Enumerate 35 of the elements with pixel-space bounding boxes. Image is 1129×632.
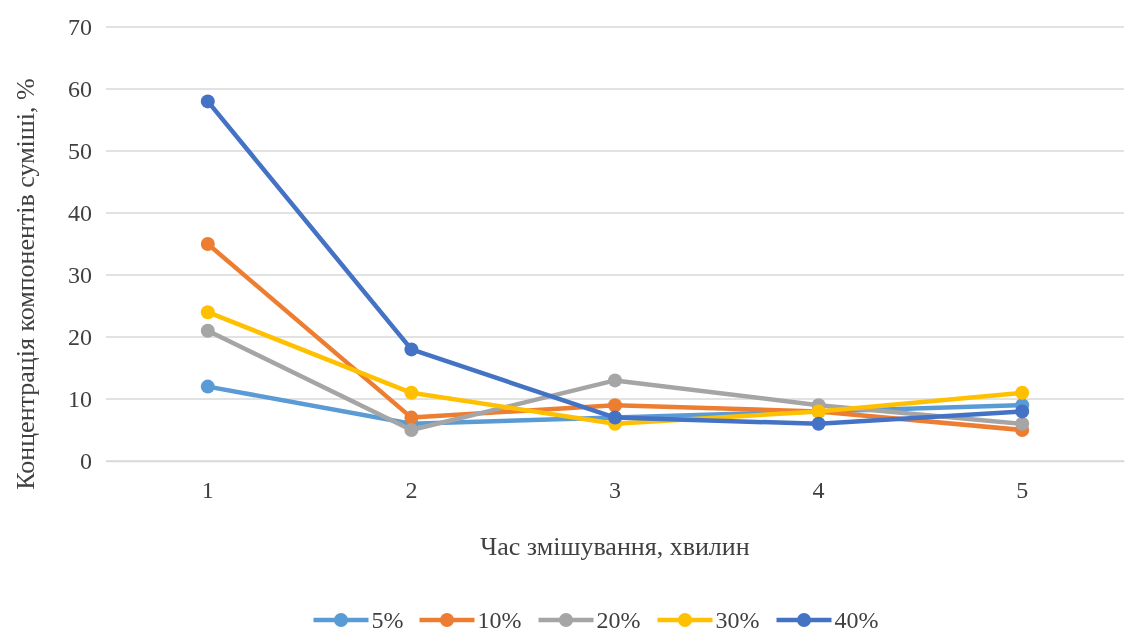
legend-label: 30% xyxy=(715,607,760,632)
point xyxy=(404,385,419,400)
y-tick-label: 30 xyxy=(68,262,92,289)
y-tick-label: 70 xyxy=(68,14,92,41)
legend-label: 40% xyxy=(834,607,879,632)
y-tick-label: 40 xyxy=(68,200,92,227)
x-tick-label: 3 xyxy=(609,477,621,504)
point xyxy=(200,237,215,251)
point xyxy=(404,342,419,357)
point xyxy=(404,410,419,425)
point xyxy=(200,323,215,338)
legend-label: 10% xyxy=(477,607,522,632)
point xyxy=(200,379,215,394)
x-tick-label: 4 xyxy=(812,477,825,504)
y-tick-label: 50 xyxy=(68,138,92,165)
point xyxy=(404,423,419,437)
point xyxy=(1015,385,1030,400)
point xyxy=(1015,404,1030,419)
y-tick-label: 10 xyxy=(68,386,92,413)
x-tick-label: 1 xyxy=(201,477,214,504)
y-axis-title: Концентрація компонентів суміші, % xyxy=(11,78,40,490)
x-tick-label: 5 xyxy=(1016,477,1029,504)
y-tick-label: 20 xyxy=(68,324,92,351)
x-tick-label: 2 xyxy=(405,477,418,504)
point xyxy=(608,373,622,388)
legend-label: 20% xyxy=(596,607,641,632)
y-tick-label: 60 xyxy=(68,76,92,103)
point xyxy=(200,94,215,109)
point xyxy=(608,398,622,413)
legend-label: 5% xyxy=(371,607,404,632)
y-tick-label: 0 xyxy=(80,448,92,475)
point xyxy=(811,416,826,431)
point xyxy=(1015,416,1030,431)
x-axis-title: Час змішування, хвилин xyxy=(480,532,750,561)
point xyxy=(200,305,215,320)
